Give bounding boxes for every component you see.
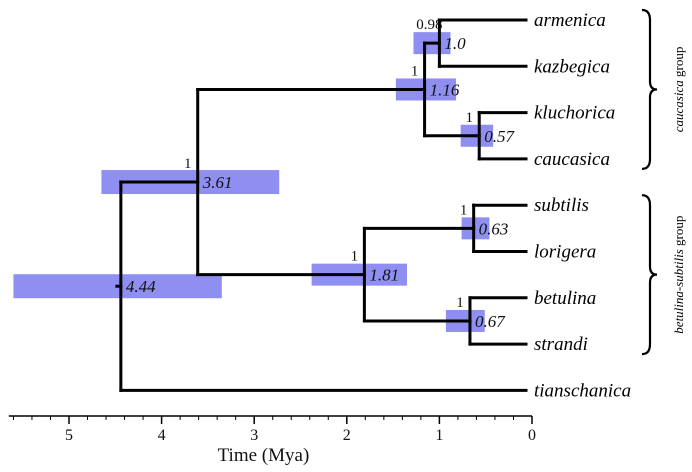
support-value: 1 [411,63,419,79]
taxon-label: subtilis [534,195,589,216]
node-age-label: 1.16 [430,80,460,99]
hpd-bars [13,32,494,332]
group-label-suffix: group [671,47,686,81]
node-age-label: 0.67 [475,312,506,331]
support-value: 1 [351,249,359,265]
group-label-suffix: group [671,216,686,250]
taxon-label: caucasica [534,149,610,170]
node-age-label: 1.81 [369,266,399,285]
group-label-italic: caucasica [671,80,686,132]
taxon-label: lorigera [534,242,596,263]
tree-branches [115,18,528,392]
node-age-label: 1.0 [444,34,466,53]
node-age-label: 3.61 [202,173,233,192]
tick-label: 1 [435,427,443,444]
time-axis: 5 4 3 2 1 0 Time (Mya) [8,415,536,466]
support-value: 1 [460,202,468,218]
support-value: 1 [465,110,473,126]
group-brace [641,194,658,356]
taxon-label: tianschanica [534,380,631,401]
node-age-label: 0.57 [484,127,515,146]
node-age-labels: 4.44 3.61 1.16 1.0 0.57 1.81 0.63 0.67 [126,34,516,331]
group-label: betulina-subtilis group [671,216,686,334]
support-value: 0.98 [416,17,442,33]
taxon-label: strandi [534,334,588,355]
tick-label: 2 [343,427,351,444]
tick-label: 4 [158,427,166,444]
node-age-label: 0.63 [479,219,509,238]
hpd-bar [461,217,490,240]
group-label-italic: betulina-subtilis [671,249,686,334]
taxon-label: kazbegica [534,56,610,77]
taxon-label: armenica [534,10,606,31]
tick-label: 5 [65,427,73,444]
group-label: caucasica group [671,47,686,133]
taxon-labels: armenica kazbegica kluchorica caucasica subt… [534,10,631,401]
tick-label: 0 [528,427,536,444]
support-value: 1 [184,156,192,172]
taxon-label: betulina [534,288,596,309]
taxon-label: kluchorica [534,103,615,124]
axis-title: Time (Mya) [218,445,310,466]
group-brace [641,8,658,170]
support-values: 1 1 0.98 1 1 1 1 [184,17,473,311]
major-ticks: 5 4 3 2 1 0 [65,416,536,444]
node-age-label: 4.44 [126,277,156,296]
support-value: 1 [456,295,464,311]
tick-label: 3 [250,427,258,444]
